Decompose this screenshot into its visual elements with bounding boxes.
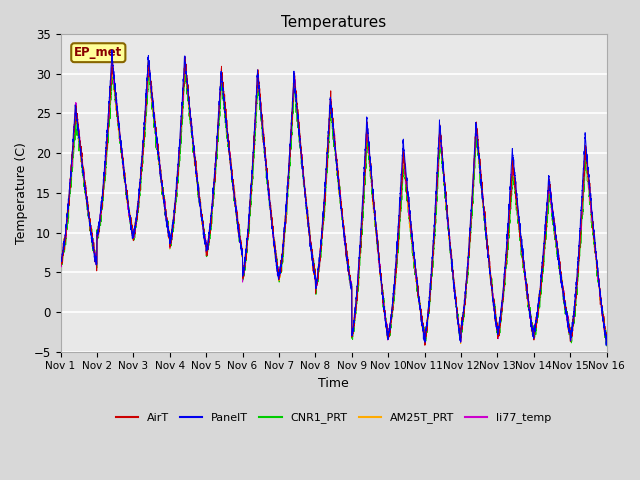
Legend: AirT, PanelT, CNR1_PRT, AM25T_PRT, li77_temp: AirT, PanelT, CNR1_PRT, AM25T_PRT, li77_… [111, 408, 556, 428]
X-axis label: Time: Time [318, 377, 349, 390]
Text: EP_met: EP_met [74, 46, 122, 59]
Title: Temperatures: Temperatures [281, 15, 386, 30]
Y-axis label: Temperature (C): Temperature (C) [15, 142, 28, 244]
